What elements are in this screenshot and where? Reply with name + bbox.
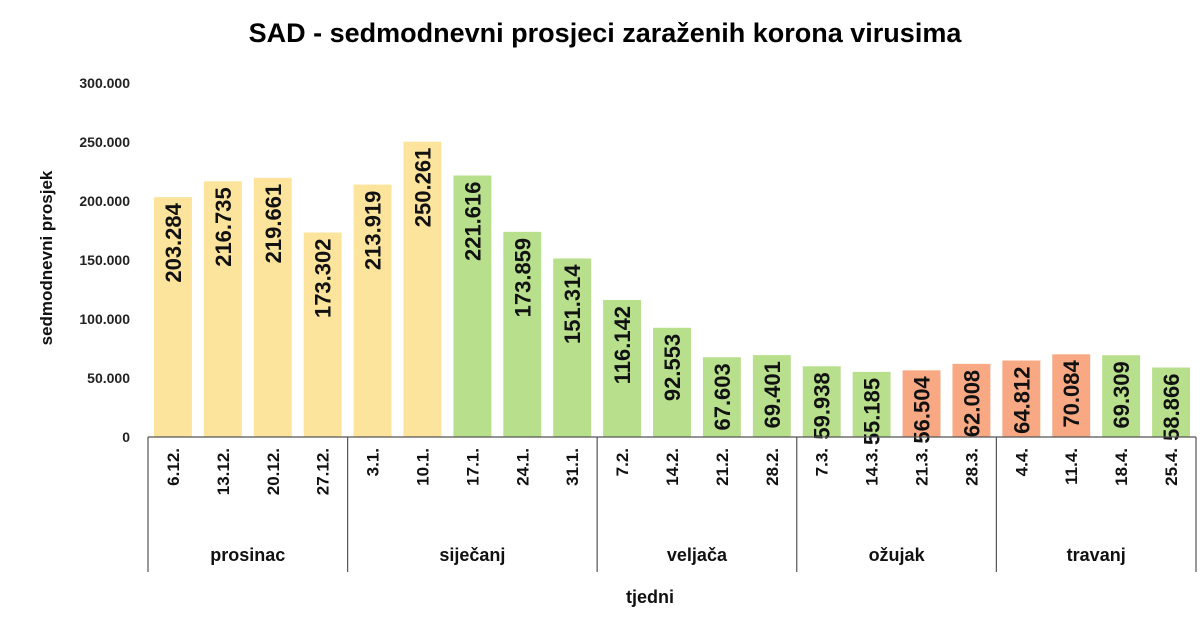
x-tick-label: 3.1.: [364, 448, 383, 476]
bar: [603, 299, 642, 437]
y-tick-label: 250.000: [79, 134, 130, 150]
bar: [203, 181, 242, 437]
bar-value-label: 92.553: [660, 334, 685, 401]
bar-value-label: 173.302: [311, 239, 336, 319]
x-tick-label: 31.1.: [563, 448, 582, 486]
x-tick-label: 25.4.: [1162, 448, 1181, 486]
month-group-label: prosinac: [210, 545, 285, 565]
bar-value-label: 69.401: [760, 361, 785, 428]
bar-value-label: 55.185: [860, 378, 885, 445]
bar-value-label: 116.142: [610, 306, 635, 384]
y-tick-label: 0: [122, 429, 130, 445]
bar: [752, 355, 791, 437]
x-axis-label: tjedni: [626, 587, 674, 607]
bar-value-label: 67.603: [710, 363, 735, 430]
bar: [1102, 355, 1141, 437]
bar-value-label: 62.008: [959, 370, 984, 437]
bar: [503, 231, 542, 437]
y-tick-label: 150.000: [79, 252, 130, 268]
bar-value-label: 250.261: [410, 148, 435, 228]
x-tick-label: 7.2.: [613, 448, 632, 476]
x-tick-label: 4.4.: [1012, 448, 1031, 476]
bar-value-label: 219.661: [261, 184, 286, 264]
bar-value-label: 69.309: [1109, 361, 1134, 428]
x-tick-label: 27.12.: [314, 448, 333, 495]
bar: [153, 197, 192, 437]
x-tick-label: 11.4.: [1062, 448, 1081, 485]
x-tick-label: 10.1.: [413, 448, 432, 486]
bar-value-label: 173.859: [510, 238, 535, 318]
bar-value-label: 64.812: [1009, 367, 1034, 434]
x-tick-label: 17.1.: [463, 448, 482, 486]
x-tick-label: 13.12.: [214, 448, 233, 495]
chart-title: SAD - sedmodnevni prosjeci zaraženih kor…: [249, 18, 963, 48]
x-tick-label: 7.3.: [813, 448, 832, 476]
bar-value-label: 203.284: [161, 202, 186, 282]
y-tick-label: 50.000: [87, 370, 130, 386]
bar-value-label: 216.735: [211, 187, 236, 267]
x-tick-label: 14.2.: [663, 448, 682, 486]
bar: [453, 175, 492, 438]
bar-value-label: 151.314: [560, 264, 585, 344]
value-labels: 203.284 216.735 219.661 173.302 213.919 250.2…: [161, 148, 1184, 445]
bar-value-label: 58.866: [1159, 374, 1184, 441]
x-tick-label: 21.3.: [913, 448, 932, 486]
y-axis-label: sedmodnevni prosjek: [37, 170, 56, 345]
bar: [653, 327, 691, 437]
bar: [902, 370, 941, 437]
bar-value-label: 59.938: [810, 372, 835, 439]
x-axis: 6.12. 13.12. 20.12. 27.12. 3.1. 10.1. 17.1. 24.…: [147, 436, 1197, 572]
bar-value-label: 221.616: [460, 181, 485, 261]
bar: [702, 357, 741, 437]
y-tick-label: 300.000: [79, 75, 130, 91]
bar: [802, 366, 841, 437]
bar: [952, 363, 991, 437]
x-tick-label: 6.12.: [164, 448, 183, 486]
x-tick-label: 28.3.: [962, 448, 981, 486]
bar: [253, 177, 292, 437]
bar: [852, 371, 891, 437]
bar: [1052, 354, 1091, 437]
bar-value-label: 56.504: [910, 376, 935, 444]
bar: [1152, 367, 1191, 437]
y-axis-ticks: 0 50.000 100.000 150.000 200.000 250.000 300.0…: [79, 75, 130, 445]
bars: [153, 141, 1191, 438]
bar: [403, 141, 442, 437]
x-tick-label: 20.12.: [264, 448, 283, 495]
x-tick-label: 18.4.: [1112, 448, 1131, 486]
bar: [1002, 360, 1041, 437]
bar-value-label: 213.919: [361, 191, 386, 271]
x-tick-label: 21.2.: [713, 448, 732, 486]
y-tick-label: 100.000: [79, 311, 130, 327]
x-tick-label: 14.3.: [863, 448, 882, 486]
month-group-label: veljača: [667, 545, 728, 565]
bar: [303, 232, 342, 437]
month-group-label: siječanj: [439, 545, 505, 565]
month-group-label: ožujak: [869, 545, 926, 565]
month-group-label: travanj: [1067, 545, 1126, 565]
bar: [353, 184, 392, 437]
x-tick-label: 24.1.: [513, 448, 532, 486]
y-tick-label: 200.000: [79, 193, 130, 209]
bar: [553, 258, 592, 437]
bar-value-label: 70.084: [1059, 360, 1084, 428]
x-tick-label: 28.2.: [763, 448, 782, 486]
